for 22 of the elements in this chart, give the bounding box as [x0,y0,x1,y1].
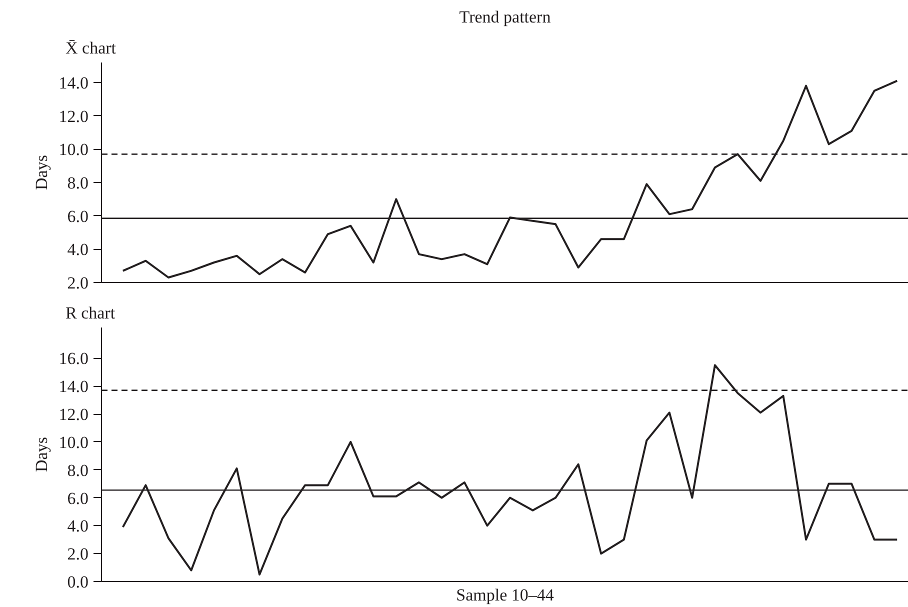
y-tick-label: 8.0 [67,460,88,480]
y-tick-label: 0.0 [67,572,88,592]
y-tick-label: 2.0 [67,274,88,292]
x-axis-title: Sample 10–44 [456,586,554,604]
y-tick-label: 4.0 [67,516,88,536]
y-tick-label: 16.0 [58,349,88,368]
y-tick-label: 4.0 [67,240,88,260]
y-tick-label: 6.0 [67,206,88,226]
y-axis-title: Days [32,437,51,472]
y-tick-label: 2.0 [67,544,88,564]
y-tick-label: 14.0 [58,377,88,396]
y-tick-label: 12.0 [58,106,88,126]
y-tick-label: 6.0 [67,488,88,508]
y-tick-label: 8.0 [67,174,88,192]
y-tick-label: 14.0 [58,74,88,92]
y-tick-label: 12.0 [58,405,88,424]
chart-title: Trend pattern [459,8,552,26]
y-tick-label: 10.0 [58,432,88,452]
y-axis-title: Days [32,155,51,190]
chart-subtitle: R chart [66,304,116,322]
chart-subtitle: X̄ chart [66,38,116,58]
y-tick-label: 10.0 [58,140,88,160]
